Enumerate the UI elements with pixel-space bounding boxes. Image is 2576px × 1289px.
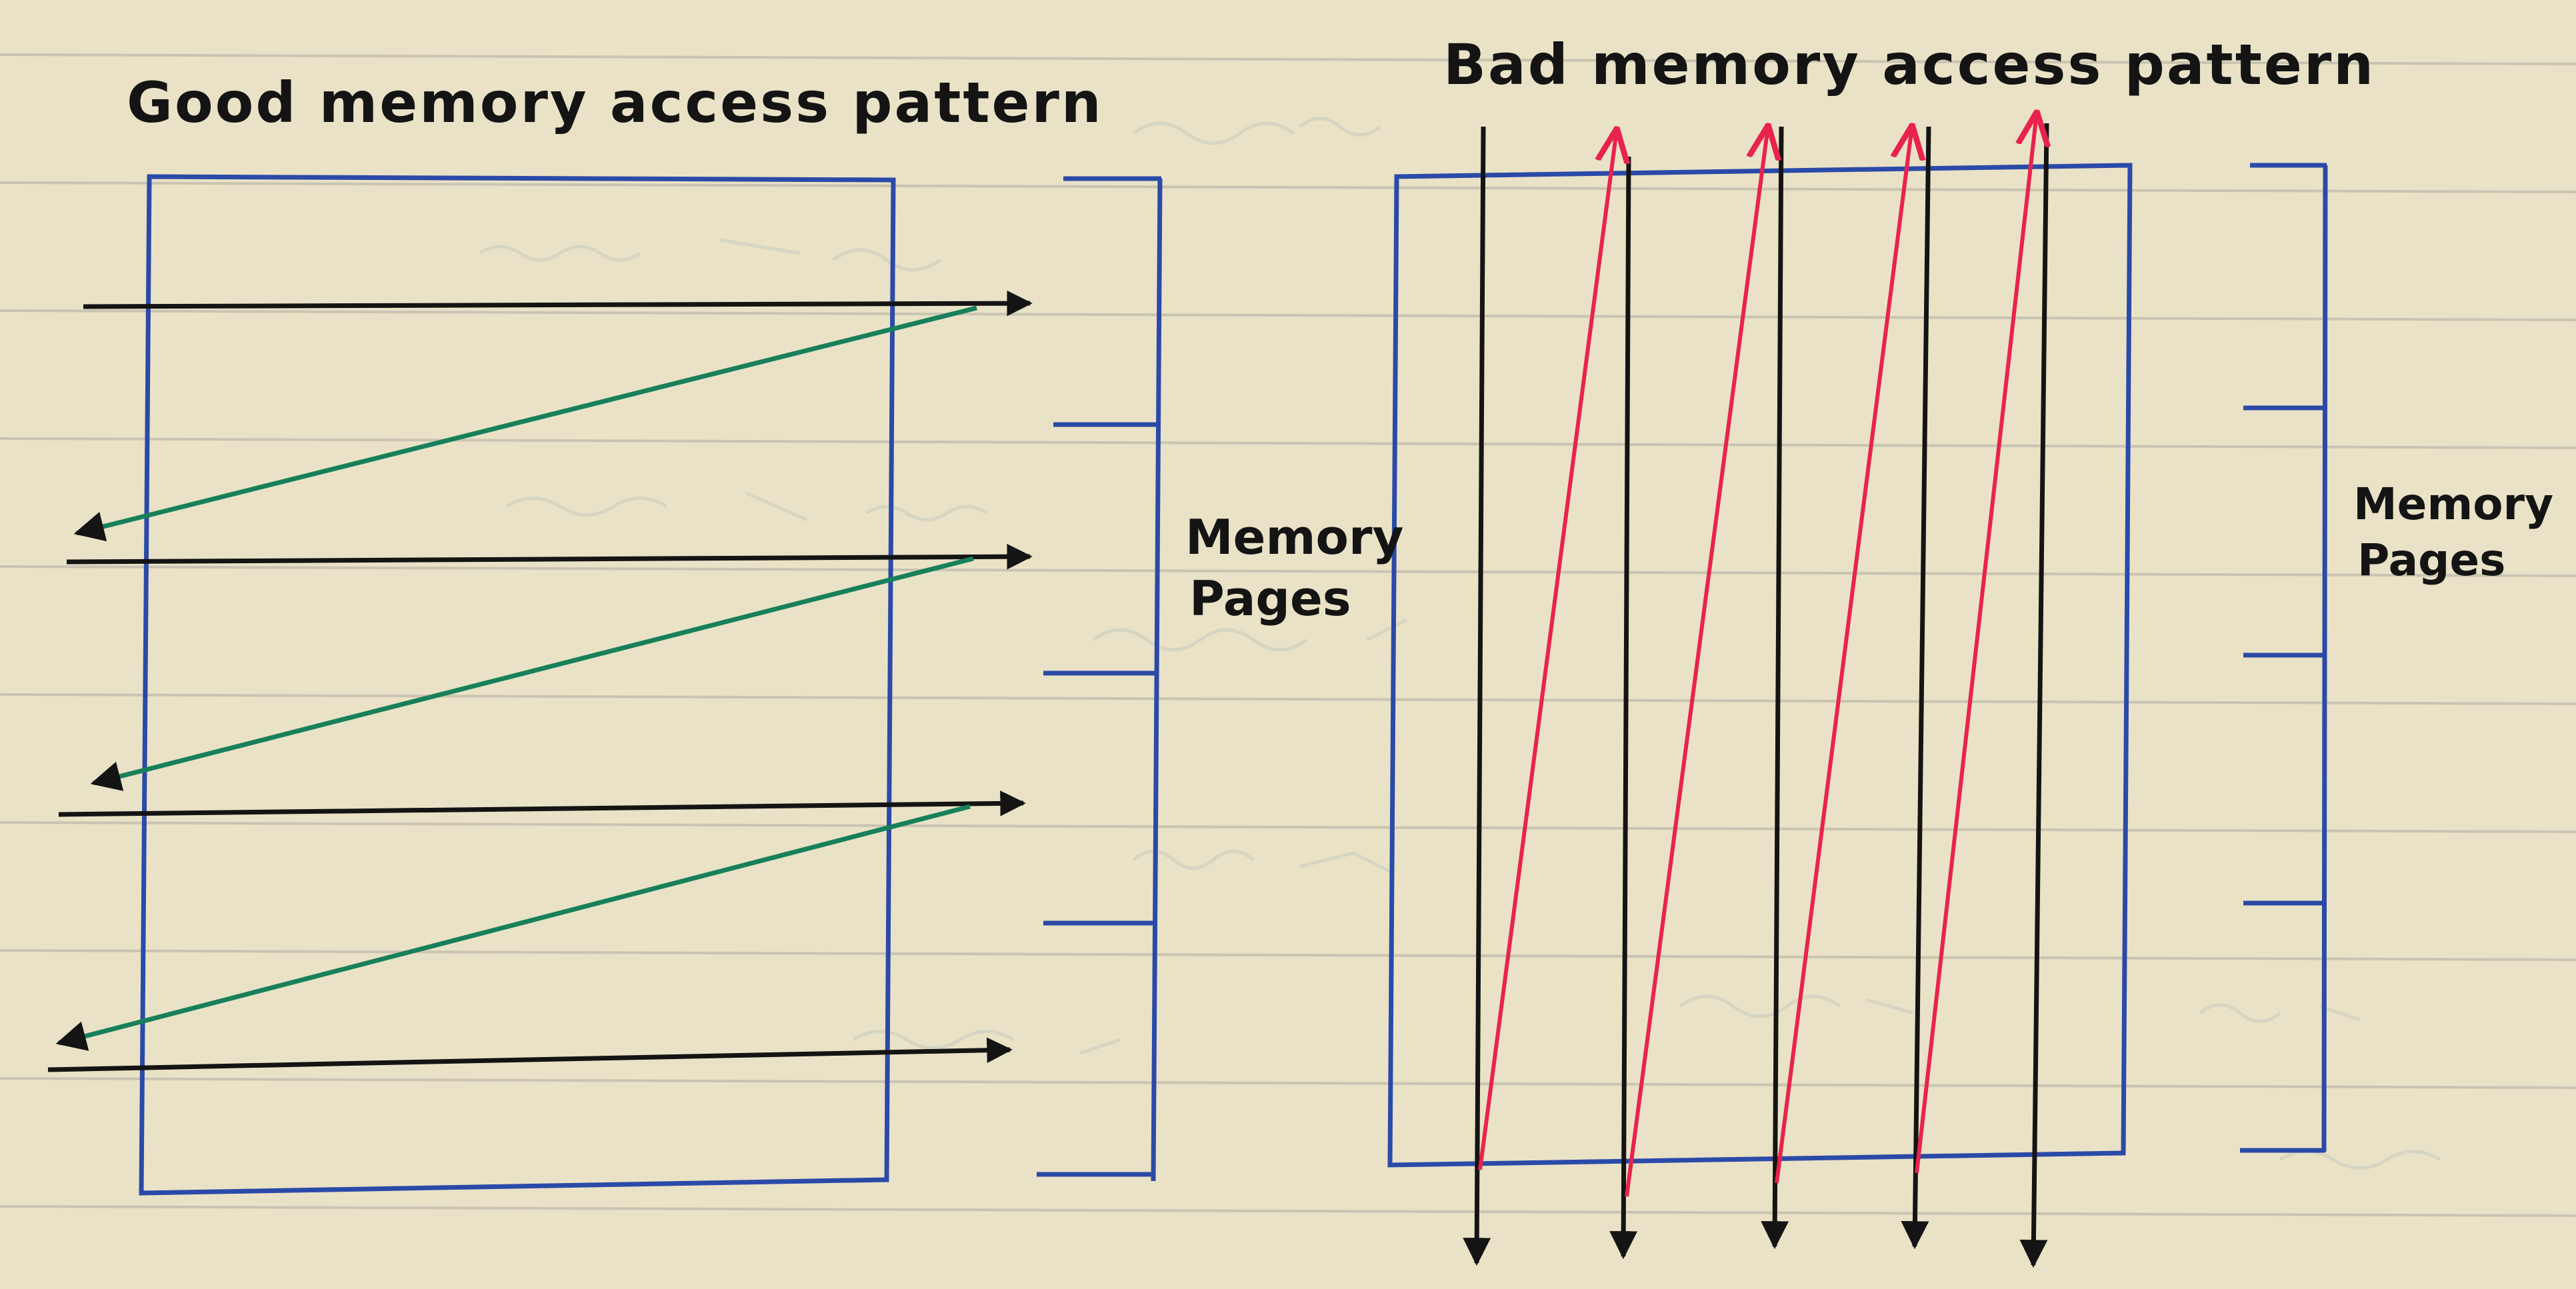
row-return-arrow (90, 556, 974, 791)
ruled-line (0, 53, 2576, 65)
row-return-arrow (55, 804, 971, 1051)
bad-memory-box (1387, 163, 2133, 1168)
row-access-arrow (58, 790, 1026, 817)
column-access-arrow (1463, 126, 1491, 1266)
bad-return-arrows (1478, 113, 2037, 1197)
column-access-arrow (1609, 156, 1638, 1260)
good-memory-pages-label: Memory Pages (1185, 507, 1403, 629)
column-return-arrow (1478, 130, 1617, 1170)
bad-pattern-diagram (1387, 113, 2328, 1268)
good-memory-box (139, 174, 896, 1196)
pages-word: Pages (2357, 535, 2506, 586)
bleed-through-writing (479, 117, 2441, 1170)
column-access-arrow (1761, 126, 1789, 1250)
ruled-line (0, 181, 2576, 193)
column-return-arrow (1775, 127, 1912, 1184)
ruled-line (0, 1205, 2576, 1217)
bad-pattern-title: Bad memory access pattern (1443, 32, 2376, 97)
ruled-line (0, 949, 2576, 961)
bad-memory-pages-label: Memory Pages (2353, 477, 2553, 589)
ruled-lines (0, 53, 2576, 1217)
ruled-line (0, 565, 2576, 577)
good-pattern-diagram (47, 174, 1163, 1196)
bad-pages-brace (2240, 163, 2328, 1153)
column-return-arrow (1625, 127, 1768, 1197)
ruled-line (0, 437, 2576, 449)
column-access-arrow (2019, 123, 2049, 1268)
good-forward-arrows (47, 290, 1033, 1072)
row-access-arrow (66, 543, 1033, 570)
row-access-arrow (83, 290, 1033, 317)
good-pages-brace (1037, 176, 1163, 1182)
pages-word: Pages (1189, 571, 1351, 627)
column-access-arrow (1901, 126, 1931, 1250)
ruled-line (0, 309, 2576, 321)
ruled-line (0, 821, 2576, 833)
memory-word: Memory (1185, 509, 1404, 565)
ruled-line (0, 1077, 2576, 1089)
good-return-arrows (55, 305, 977, 1051)
column-return-arrow (1915, 113, 2037, 1174)
ruled-line (0, 693, 2576, 705)
row-access-arrow (47, 1037, 1013, 1072)
memory-word: Memory (2353, 479, 2554, 530)
bad-column-arrows (1463, 123, 2049, 1268)
row-return-arrow (73, 305, 977, 542)
good-pattern-title: Good memory access pattern (127, 70, 1103, 135)
